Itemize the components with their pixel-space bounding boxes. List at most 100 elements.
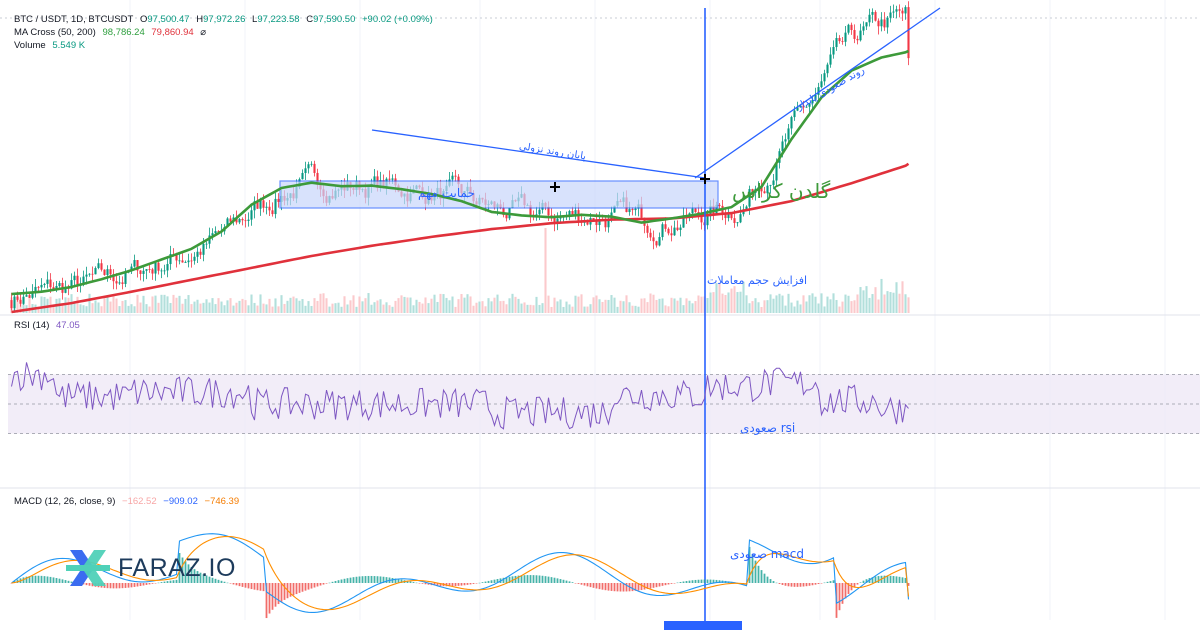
hidden-icon[interactable]: ⌀ — [200, 27, 207, 38]
volume-bar — [841, 301, 844, 313]
volume-bar — [586, 306, 589, 313]
candle-body — [874, 12, 877, 21]
macd-histogram-bar — [358, 576, 361, 583]
candle-body — [793, 110, 796, 118]
candle-body — [199, 251, 202, 255]
candle-body — [868, 14, 871, 23]
candle-body — [46, 279, 49, 284]
volume-bar — [394, 300, 397, 313]
crosshair — [550, 174, 710, 192]
macd-histogram-bar — [400, 579, 403, 583]
candle-body — [559, 217, 562, 219]
volume-bar — [793, 306, 796, 313]
macd-histogram-bar — [382, 576, 385, 583]
volume-bar — [442, 294, 445, 313]
macd-histogram-bar — [397, 579, 400, 583]
volume-bar — [313, 298, 316, 313]
macd-histogram-bar — [169, 580, 172, 583]
candle-body — [19, 299, 22, 304]
candle-body — [13, 296, 16, 309]
macd-histogram-bar — [415, 582, 418, 584]
macd-histogram-bar — [28, 576, 31, 583]
macd-histogram-bar — [328, 582, 331, 584]
macd-histogram-bar — [847, 583, 850, 594]
macd-histogram-bar — [10, 583, 13, 584]
volume-bar — [154, 295, 157, 313]
macd-histogram-bar — [805, 583, 808, 587]
macd-histogram-bar — [541, 575, 544, 583]
volume-bar — [643, 298, 646, 313]
volume-bar — [676, 300, 679, 313]
macd-histogram-bar — [421, 583, 424, 584]
volume-bar — [799, 304, 802, 313]
macd-legend[interactable]: MACD (12, 26, close, 9) −162.52 −909.02 … — [14, 495, 243, 508]
macd-histogram-bar — [244, 583, 247, 588]
macd-histogram-bar — [526, 575, 529, 583]
volume-bar — [184, 298, 187, 313]
candle-body — [142, 270, 145, 274]
ma-slow-value: 79,860.94 — [151, 27, 194, 38]
volume-bar — [298, 300, 301, 313]
macd-hist-value: −162.52 — [122, 496, 157, 507]
candle-body — [661, 224, 664, 238]
macd-histogram-bar — [871, 577, 874, 583]
logo-text: FARAZ.IO — [118, 553, 236, 582]
candle-body — [184, 262, 187, 263]
macd-histogram-bar — [613, 583, 616, 592]
symbol-label[interactable]: BTC / USDT, 1D, BTCUSDT — [14, 14, 134, 25]
candle-body — [310, 163, 313, 165]
candle-body — [304, 168, 307, 173]
volume-bar — [505, 304, 508, 313]
volume-bar — [94, 300, 97, 313]
volume-bar — [289, 297, 292, 313]
rsi-legend[interactable]: RSI (14) 47.05 — [14, 319, 84, 332]
volume-bar — [121, 300, 124, 313]
macd-histogram-bar — [661, 583, 664, 586]
support-annotation: حمایت مهم — [418, 186, 475, 200]
macd-histogram-bar — [889, 575, 892, 583]
macd-histogram-bar — [622, 583, 625, 592]
volume-bar — [733, 286, 736, 313]
volume-bar — [259, 294, 262, 313]
macd-histogram-bar — [217, 579, 220, 583]
macd-histogram-bar — [355, 576, 358, 583]
volume-bar — [310, 305, 313, 313]
candle-body — [736, 222, 739, 224]
volume-bar — [760, 306, 763, 313]
candle-body — [769, 184, 772, 186]
macd-histogram-bar — [325, 583, 328, 584]
volume-bar — [100, 306, 103, 313]
macd-histogram-bar — [424, 583, 427, 585]
volume-bar — [850, 301, 853, 313]
volume-bar — [238, 300, 241, 313]
volume-bar — [265, 304, 268, 313]
candle-body — [250, 210, 253, 220]
candle-body — [760, 187, 763, 192]
volume-bar — [640, 298, 643, 313]
candle-body — [850, 24, 853, 31]
volume-bar — [529, 304, 532, 313]
ma-legend[interactable]: MA Cross (50, 200) 98,786.24 79,860.94 ⌀ — [14, 26, 210, 39]
macd-histogram-bar — [481, 582, 484, 583]
macd-histogram-bar — [64, 580, 67, 583]
volume-bar — [808, 295, 811, 313]
macd-histogram-bar — [40, 575, 43, 583]
macd-histogram-bar — [187, 564, 190, 583]
macd-histogram-bar — [793, 583, 796, 587]
candle-body — [604, 220, 607, 228]
macd-histogram-bar — [112, 583, 115, 589]
candle-body — [586, 220, 589, 225]
macd-histogram-bar — [367, 575, 370, 583]
volume-bar — [472, 305, 475, 313]
volume-bar — [871, 294, 874, 313]
macd-histogram-bar — [853, 583, 856, 588]
volume-bar — [319, 293, 322, 313]
candle-body — [781, 141, 784, 152]
volume-bar — [709, 292, 712, 313]
macd-histogram-bar — [574, 583, 577, 584]
volume-legend[interactable]: Volume 5.549 K — [14, 39, 89, 52]
macd-histogram-bar — [886, 575, 889, 583]
candle-body — [247, 219, 250, 221]
